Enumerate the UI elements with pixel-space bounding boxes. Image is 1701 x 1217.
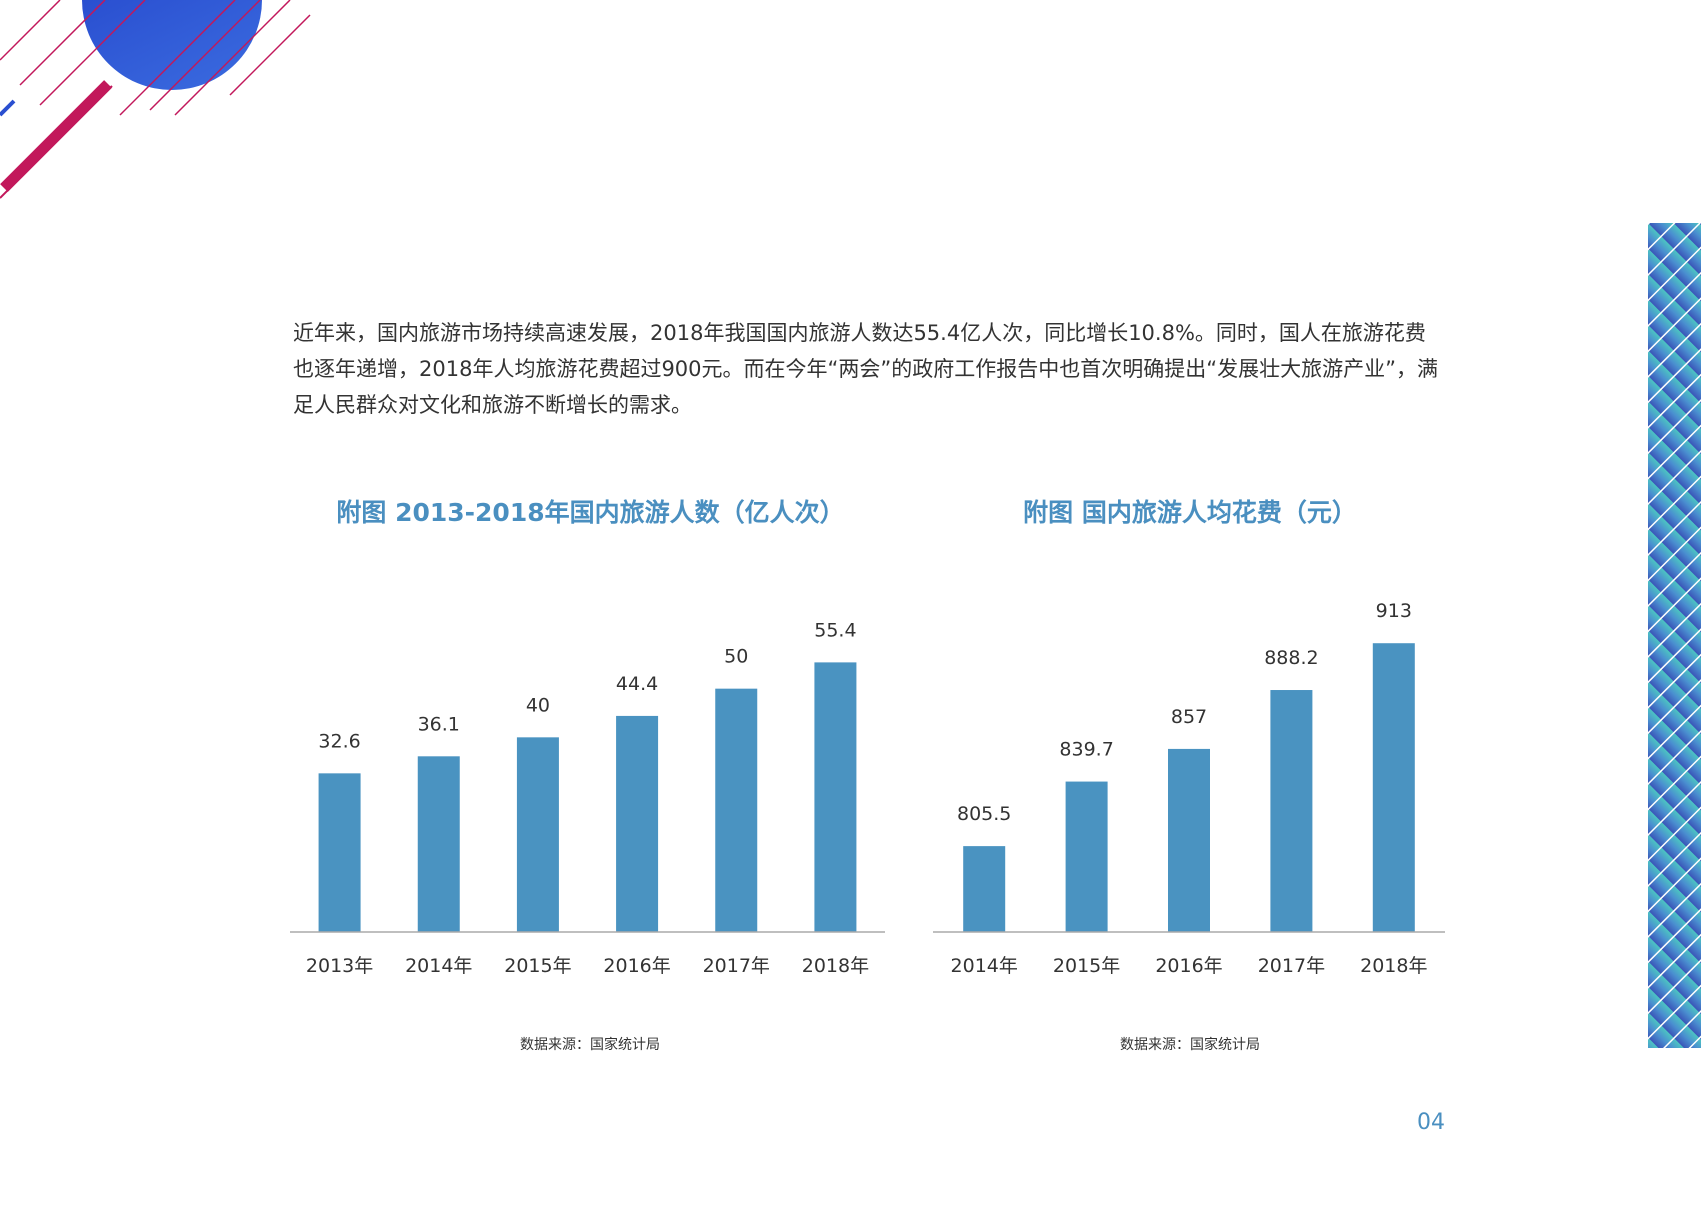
bar	[715, 688, 758, 932]
data-label: 36.1	[418, 713, 460, 735]
bar	[417, 756, 460, 932]
x-tick-label: 2015年	[504, 955, 571, 977]
data-label: 888.2	[1264, 647, 1318, 669]
chart-source-note: 数据来源：国家统计局	[520, 1037, 660, 1053]
data-label: 55.4	[814, 619, 856, 641]
chart-title-tourist-count: 附图 2013-2018年国内旅游人数（亿人次）	[336, 498, 845, 527]
bar	[318, 773, 361, 932]
chart-title-per-capita-spending: 附图 国内旅游人均花费（元）	[1023, 498, 1357, 527]
x-tick-label: 2017年	[1258, 955, 1325, 977]
bar-chart-tourist-count: 32.6 2013年 36.1 2014年 40 2015年 44.4 2016年 50 2017…	[290, 619, 885, 977]
bar	[1168, 748, 1210, 932]
x-tick-label: 2013年	[306, 955, 373, 977]
x-tick-label: 2018年	[1360, 955, 1427, 977]
decorative-corner-graphic	[0, 0, 311, 199]
bar	[616, 715, 659, 932]
x-tick-label: 2014年	[405, 955, 472, 977]
data-label: 839.7	[1059, 739, 1113, 761]
bar	[516, 737, 559, 932]
x-tick-label: 2016年	[603, 955, 670, 977]
bar	[1270, 690, 1313, 932]
x-tick-label: 2016年	[1155, 955, 1222, 977]
data-label: 50	[724, 646, 748, 668]
x-tick-label: 2018年	[802, 955, 869, 977]
bar	[963, 846, 1006, 932]
bar	[1065, 781, 1108, 932]
intro-paragraph: 近年来，国内旅游市场持续高速发展，2018年我国国内旅游人数达55.4亿人次，同…	[293, 321, 1439, 417]
data-label: 32.6	[318, 730, 360, 752]
bar	[814, 662, 857, 932]
bar-chart-per-capita-spending: 805.5 2014年 839.7 2015年 857 2016年 888.2 2017年 91…	[933, 600, 1445, 977]
page-number: 04	[1417, 1110, 1445, 1135]
x-tick-label: 2015年	[1053, 955, 1120, 977]
data-label: 805.5	[957, 803, 1011, 825]
data-label: 857	[1171, 706, 1207, 728]
data-label: 913	[1376, 600, 1412, 622]
data-label: 44.4	[616, 673, 658, 695]
chart-source-note: 数据来源：国家统计局	[1120, 1037, 1260, 1053]
data-label: 40	[526, 694, 550, 716]
x-tick-label: 2014年	[951, 955, 1018, 977]
bar	[1372, 643, 1415, 932]
x-tick-label: 2017年	[703, 955, 770, 977]
decorative-side-stripe	[1648, 223, 1701, 1048]
